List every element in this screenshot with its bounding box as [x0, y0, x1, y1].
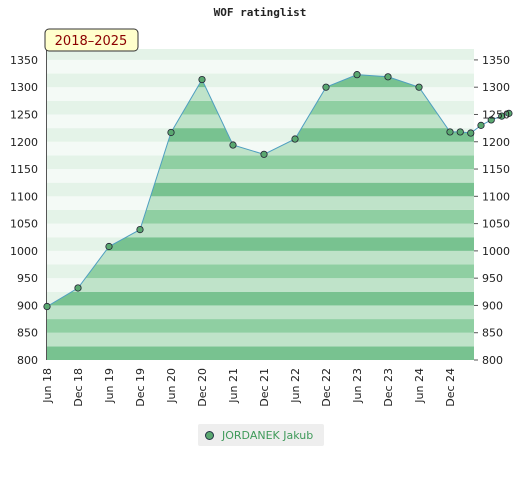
chart-title: WOF ratinglist	[214, 6, 307, 19]
y-tick-label-right: 1150	[482, 163, 510, 176]
y-tick-label-left: 1300	[10, 81, 38, 94]
x-tick-label: Dec 19	[134, 368, 147, 407]
area-band	[47, 291, 474, 306]
x-tick-label: Jun 19	[103, 368, 116, 404]
area-band	[47, 278, 474, 292]
y-tick-label-left: 1350	[10, 54, 38, 67]
x-tick-label: Dec 22	[320, 368, 333, 407]
area-band	[47, 346, 474, 360]
y-tick-label-left: 1250	[10, 108, 38, 121]
data-point	[487, 116, 495, 124]
data-point	[467, 129, 475, 137]
y-tick-label-left: 900	[17, 299, 38, 312]
data-point	[322, 83, 330, 91]
y-tick-label-right: 1000	[482, 245, 510, 258]
area-band	[47, 237, 474, 251]
data-point	[415, 83, 423, 91]
data-point	[43, 302, 51, 311]
x-tick-label: Jun 21	[227, 368, 240, 404]
x-tick-label: Dec 18	[72, 368, 85, 407]
area-band	[47, 332, 474, 347]
y-tick-label-left: 800	[17, 354, 38, 367]
data-point	[167, 128, 175, 137]
x-tick-label: Dec 23	[382, 368, 395, 407]
data-point	[105, 242, 113, 251]
x-tick-label: Dec 20	[196, 368, 209, 407]
data-point	[498, 112, 506, 120]
area-band	[47, 196, 474, 210]
data-point	[477, 121, 485, 129]
y-tick-label-right: 1350	[482, 54, 510, 67]
data-point	[198, 75, 206, 84]
y-tick-label-right: 1250	[482, 108, 510, 121]
x-tick-label: Jun 23	[351, 368, 364, 404]
legend[interactable]: JORDANEK Jakub	[198, 424, 324, 446]
area-band	[47, 305, 474, 320]
x-tick-label: Jun 20	[165, 368, 178, 404]
y-axis-left: 800 850 900 950 1000 1050 1100 1150 1200 1250 1300…	[10, 54, 38, 367]
period-badge: 2018–2025	[44, 28, 139, 52]
data-point	[353, 71, 361, 79]
data-point	[136, 225, 144, 234]
area-band	[47, 209, 474, 224]
y-tick-label-right: 850	[482, 327, 503, 340]
data-point	[260, 150, 268, 158]
y-tick-label-left: 850	[17, 327, 38, 340]
legend-marker-icon	[205, 430, 214, 440]
y-tick-label-right: 1050	[482, 218, 510, 231]
y-tick-label-right: 1300	[482, 81, 510, 94]
x-tick-label: Dec 24	[444, 368, 457, 407]
y-tick-label-right: 800	[482, 354, 503, 367]
y-tick-label-right: 1200	[482, 136, 510, 149]
y-tick-label-left: 1000	[10, 245, 38, 258]
data-point	[291, 135, 299, 143]
y-tick-label-right: 1100	[482, 190, 510, 203]
y-tick-label-left: 950	[17, 272, 38, 285]
x-axis: Jun 18 Dec 18 Jun 19 Dec 19 Jun 20 Dec 20 Jun …	[41, 368, 457, 407]
data-point	[384, 73, 392, 81]
x-tick-label: Dec 21	[258, 368, 271, 407]
y-tick-label-left: 1200	[10, 136, 38, 149]
x-tick-label: Jun 22	[289, 368, 302, 404]
y-tick-label-left: 1050	[10, 218, 38, 231]
period-badge-text: 2018–2025	[55, 34, 128, 49]
area-band	[47, 264, 474, 279]
y-tick-label-left: 1100	[10, 190, 38, 203]
data-point	[456, 128, 464, 136]
y-axis-right: 800 850 900 950 1000 1050 1100 1150 1200 1250 1300…	[474, 54, 510, 367]
area-band	[47, 319, 474, 333]
data-point	[505, 109, 513, 117]
background-band	[46, 49, 474, 60]
data-point	[229, 141, 237, 149]
area-band	[47, 250, 474, 265]
legend-label: JORDANEK Jakub	[222, 428, 314, 442]
data-point	[446, 128, 454, 136]
background-band	[46, 59, 474, 74]
y-tick-label-right: 950	[482, 272, 503, 285]
y-tick-label-left: 1150	[10, 163, 38, 176]
series-markers	[43, 71, 513, 311]
y-tick-label-right: 900	[482, 299, 503, 312]
area-band	[47, 223, 474, 238]
x-tick-label: Jun 18	[41, 368, 54, 404]
data-point	[74, 284, 82, 292]
x-tick-label: Jun 24	[413, 368, 426, 404]
